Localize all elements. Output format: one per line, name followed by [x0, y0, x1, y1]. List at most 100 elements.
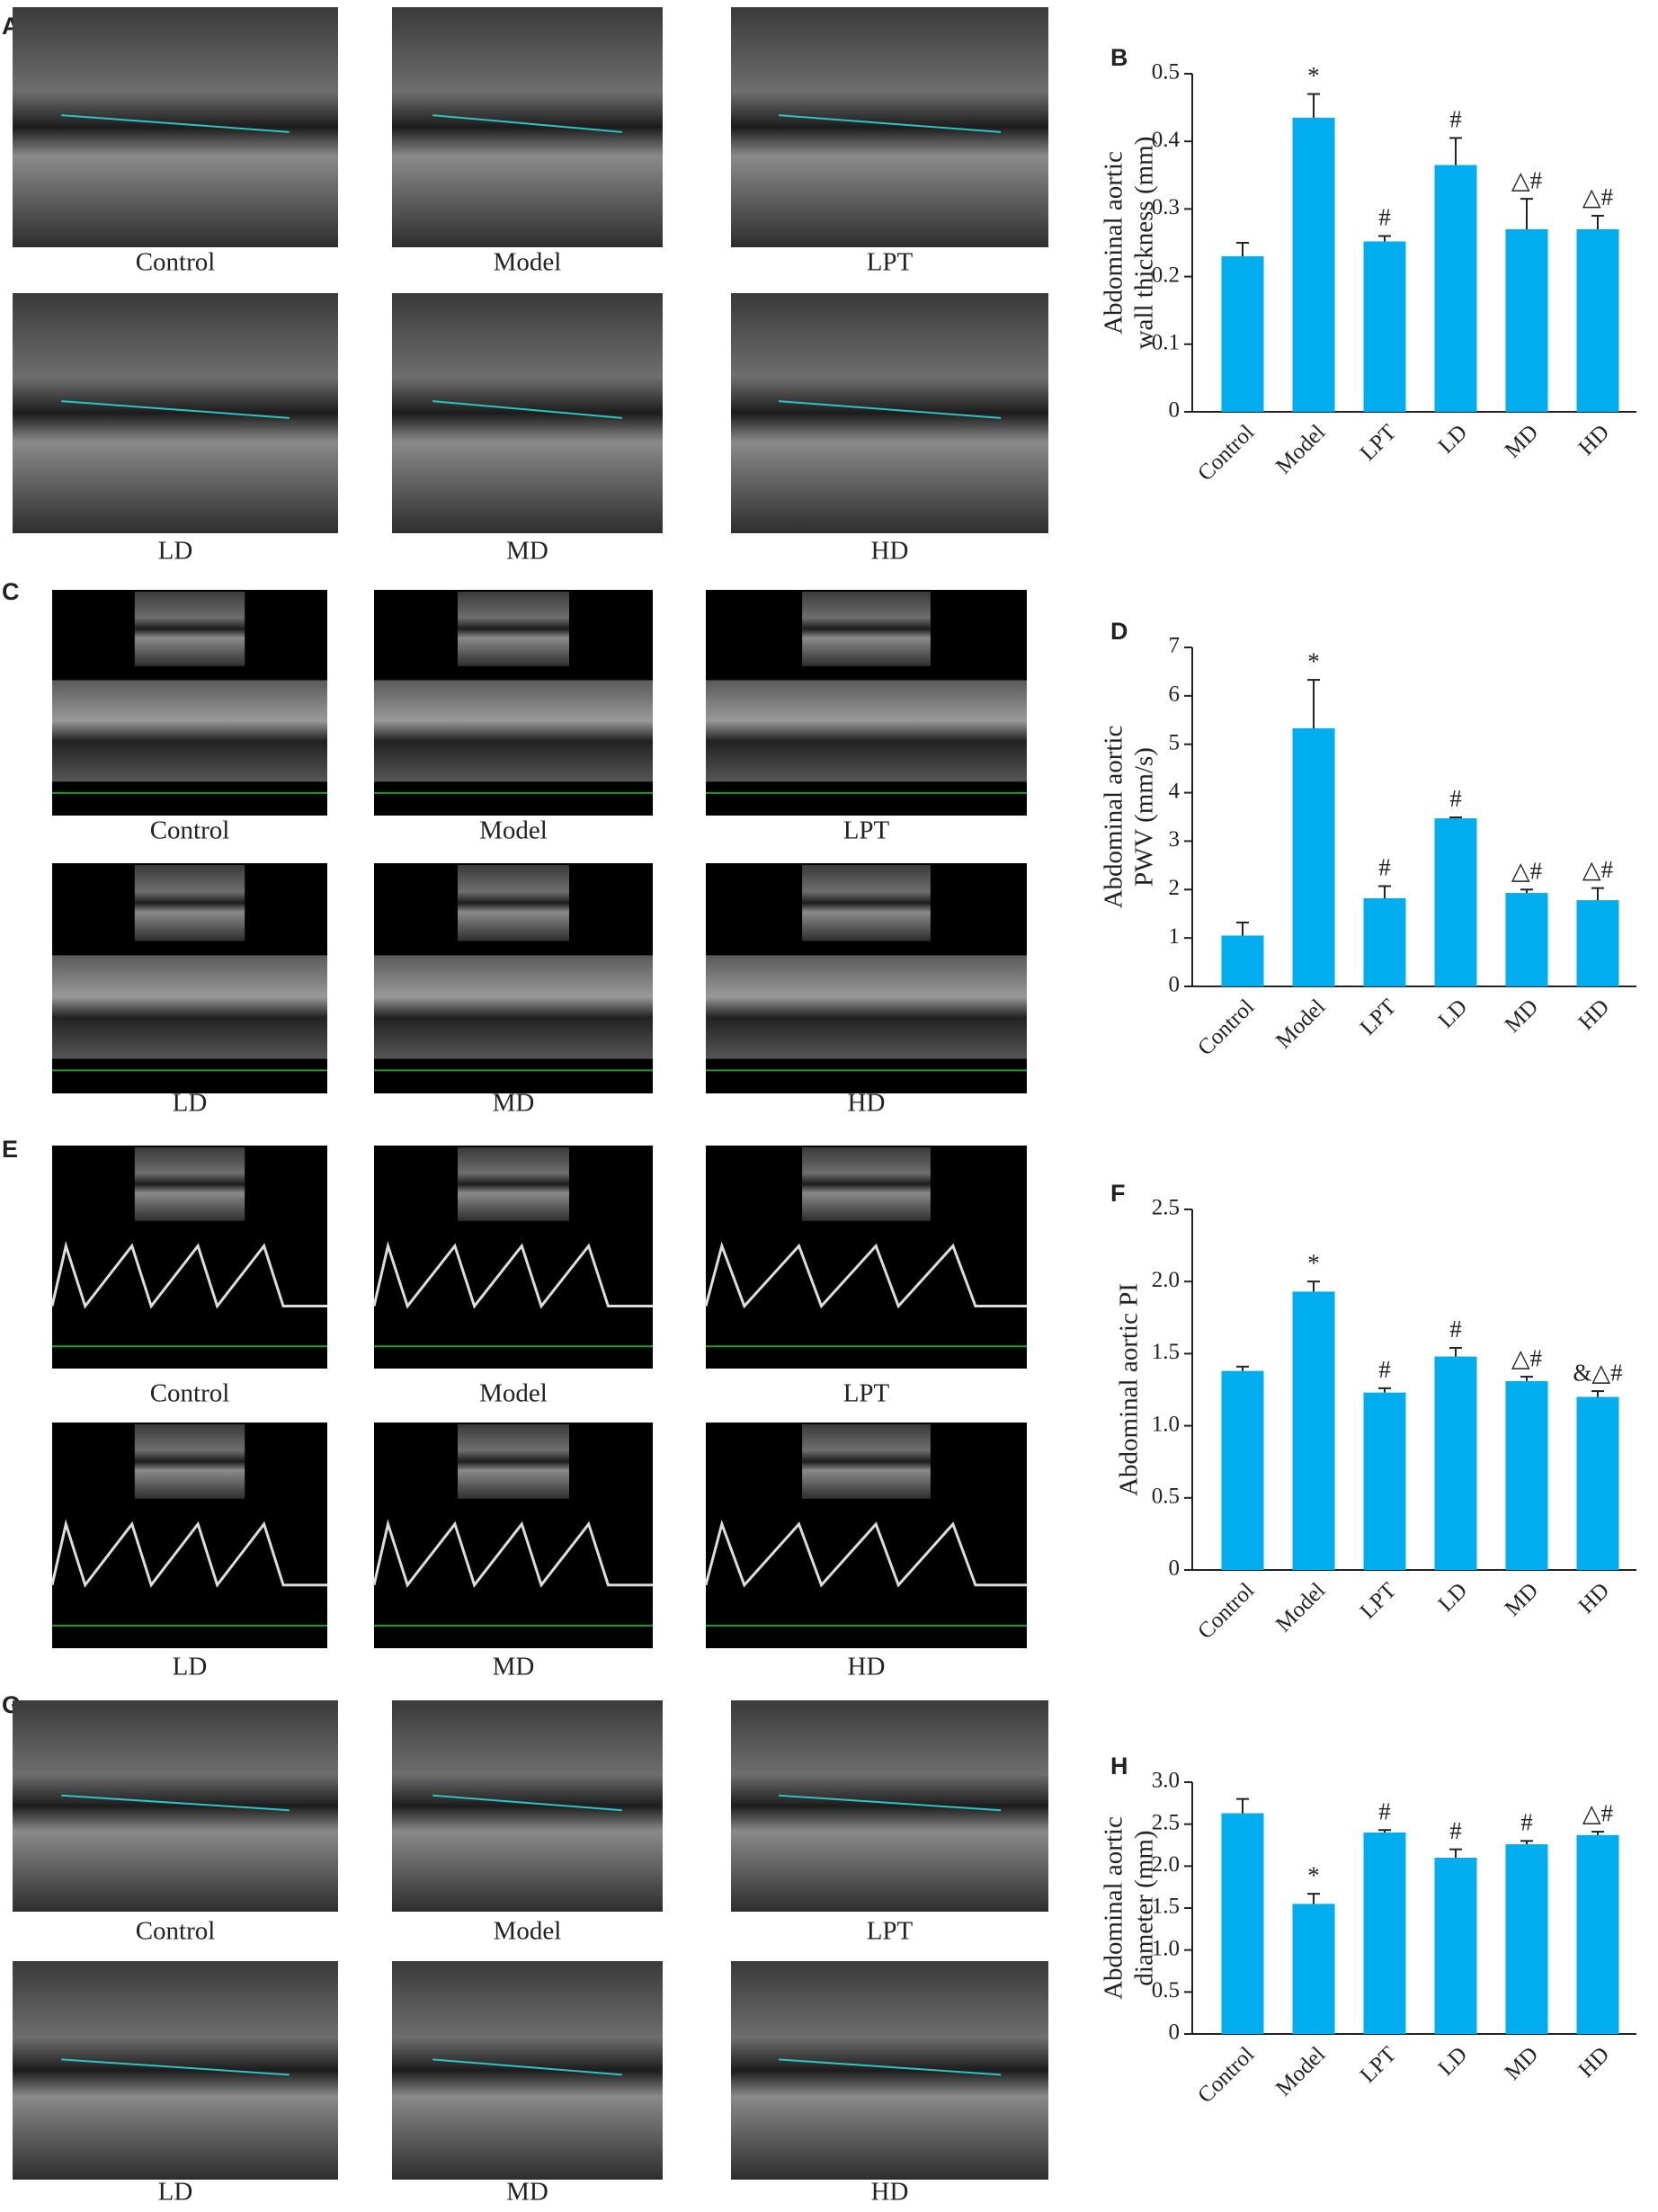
y-tick-label: 0 — [1169, 1556, 1181, 1581]
bar — [1363, 1392, 1406, 1570]
x-tick-label: HD — [1574, 1578, 1615, 1619]
bar — [1292, 727, 1335, 986]
significance-mark: # — [1449, 106, 1462, 133]
ultrasound-image — [392, 293, 663, 533]
error-bar — [1307, 1280, 1320, 1292]
measure-line — [432, 1794, 622, 1812]
measure-line — [61, 400, 290, 419]
y-tick-label: 0 — [1169, 973, 1181, 997]
panel-letter: D — [1110, 618, 1128, 645]
bar — [1363, 241, 1406, 412]
bar — [1576, 900, 1619, 986]
x-tick-label: LPT — [1356, 2042, 1402, 2088]
x-tick-label: LD — [1434, 2042, 1473, 2081]
error-bar — [1307, 679, 1320, 728]
m-mode-trace — [706, 680, 1027, 782]
image-caption: Control — [150, 1379, 230, 1408]
y-axis-label: PWV (mm/s) — [1130, 747, 1159, 887]
bar — [1505, 1844, 1548, 2034]
x-tick-label: LPT — [1356, 420, 1402, 466]
error-bar — [1591, 1390, 1604, 1397]
y-tick-label: 2.0 — [1152, 1268, 1180, 1292]
x-tick-label: Model — [1271, 995, 1330, 1053]
image-caption: Control — [150, 816, 230, 845]
ultrasound-inset — [134, 1147, 245, 1221]
ultrasound-inset — [458, 1424, 569, 1499]
x-tick-label: LPT — [1356, 995, 1402, 1040]
error-bar — [1591, 214, 1604, 229]
error-bar — [1449, 137, 1462, 165]
x-tick-label: Control — [1193, 420, 1259, 486]
y-axis-label: diameter (mm) — [1130, 1830, 1159, 1985]
y-tick-label: 2.5 — [1152, 1196, 1180, 1220]
y-tick-label: 0.4 — [1152, 128, 1181, 152]
y-tick-label: 0.1 — [1152, 331, 1180, 355]
y-tick-label: 5 — [1169, 730, 1181, 754]
doppler-trace — [372, 1519, 653, 1588]
image-caption: MD — [506, 2178, 548, 2207]
error-bar — [1520, 198, 1533, 229]
measure-line — [61, 1794, 290, 1812]
bar — [1434, 818, 1477, 986]
y-tick-label: 0.5 — [1152, 60, 1180, 85]
error-bar — [1236, 1365, 1249, 1371]
significance-mark: # — [1449, 1817, 1462, 1844]
ultrasound-image — [392, 1961, 663, 2180]
image-caption: MD — [506, 537, 548, 566]
error-bar — [1378, 885, 1391, 898]
significance-mark: * — [1307, 1249, 1320, 1276]
image-caption: MD — [493, 1089, 535, 1118]
error-bar — [1378, 235, 1391, 242]
image-caption: Control — [136, 1917, 216, 1946]
image-caption: HD — [871, 2178, 909, 2207]
panel-letter: H — [1110, 1753, 1128, 1779]
y-tick-label: 1 — [1169, 924, 1181, 949]
doppler-trace — [372, 1240, 653, 1309]
ultrasound-image — [731, 1961, 1048, 2180]
y-tick-label: 0 — [1169, 398, 1181, 423]
y-tick-label: 1.5 — [1152, 1895, 1180, 1919]
measure-line — [61, 114, 290, 133]
error-bar — [1378, 1829, 1391, 1833]
bar — [1363, 1833, 1406, 2034]
x-tick-label: LD — [1434, 995, 1473, 1033]
x-tick-label: Control — [1193, 995, 1259, 1060]
bar — [1576, 228, 1619, 412]
measure-line — [432, 2058, 622, 2076]
m-mode-trace — [374, 680, 653, 782]
x-tick-label: Control — [1193, 1578, 1259, 1644]
measure-line — [778, 400, 1002, 419]
image-caption: LPT — [843, 1379, 890, 1408]
ultrasound-inset — [458, 1147, 569, 1221]
error-bar — [1520, 1376, 1533, 1381]
image-caption: LD — [173, 1089, 208, 1118]
error-bar — [1449, 1346, 1462, 1357]
measure-line — [778, 2058, 1002, 2076]
ultrasound-image — [13, 1700, 338, 1912]
ultrasound-image — [13, 7, 338, 247]
significance-mark: △# — [1582, 183, 1614, 210]
x-tick-label: MD — [1501, 1578, 1544, 1621]
ultrasound-image — [731, 7, 1048, 247]
m-mode-trace — [706, 955, 1027, 1059]
ultrasound-inset — [134, 592, 245, 666]
y-tick-label: 0.2 — [1152, 263, 1180, 287]
ultrasound-image — [731, 1700, 1048, 1912]
significance-mark: # — [1449, 785, 1462, 812]
error-bar — [1520, 888, 1533, 894]
image-caption: Model — [479, 816, 548, 845]
bar — [1434, 1858, 1477, 2034]
y-tick-label: 6 — [1169, 682, 1181, 707]
bar — [1292, 1291, 1335, 1570]
error-bar — [1236, 1797, 1249, 1814]
bar — [1505, 1380, 1548, 1570]
y-tick-label: 7 — [1169, 634, 1181, 658]
bar — [1576, 1396, 1619, 1570]
ultrasound-image — [13, 1961, 338, 2180]
significance-mark: # — [1378, 1797, 1391, 1824]
bar — [1576, 1834, 1619, 2034]
error-bar — [1236, 242, 1249, 257]
measure-line — [61, 2058, 290, 2076]
error-bar — [1307, 93, 1320, 118]
measure-line — [432, 114, 622, 133]
